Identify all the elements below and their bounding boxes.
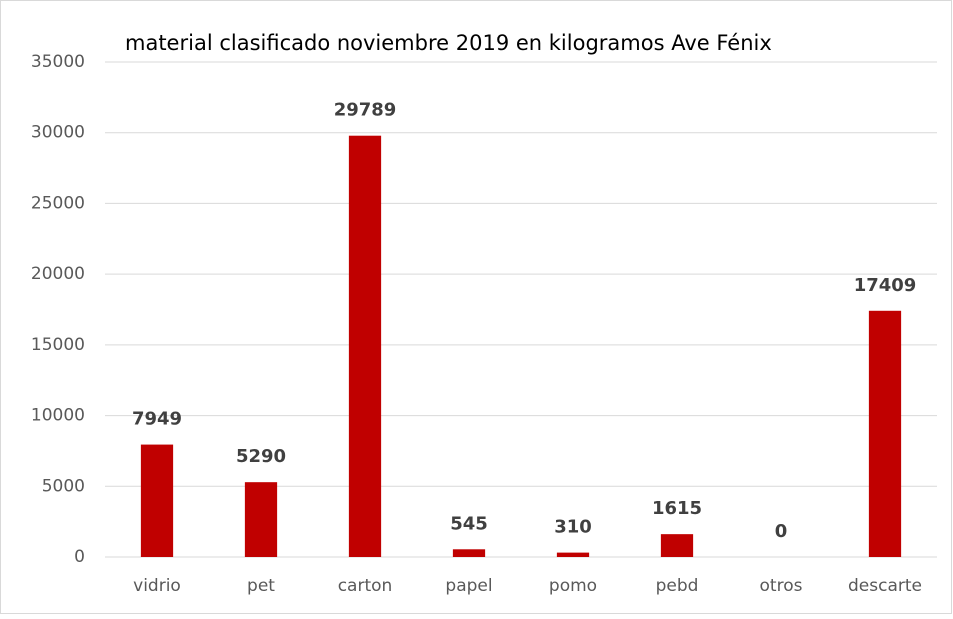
- y-tick-label: 5000: [42, 476, 85, 496]
- x-tick-label: descarte: [848, 576, 922, 596]
- y-tick-label: 35000: [31, 52, 85, 72]
- data-label: 0: [775, 521, 788, 542]
- y-tick-label: 30000: [31, 123, 85, 143]
- data-label: 310: [554, 517, 592, 538]
- x-tick-label: pebd: [656, 576, 699, 596]
- bar: [348, 135, 382, 557]
- x-tick-label: pomo: [549, 576, 597, 596]
- x-tick-label: papel: [445, 576, 492, 596]
- y-tick-label: 20000: [31, 264, 85, 284]
- data-label: 5290: [236, 446, 286, 467]
- data-label: 7949: [132, 409, 182, 430]
- data-label: 29789: [334, 100, 397, 121]
- bar: [556, 552, 590, 557]
- data-label: 17409: [854, 275, 917, 296]
- bar: [140, 444, 174, 557]
- x-tick-label: pet: [247, 576, 275, 596]
- bar: [244, 482, 278, 557]
- bar: [868, 310, 902, 557]
- bar: [660, 534, 694, 557]
- y-tick-label: 0: [74, 547, 85, 567]
- x-tick-label: vidrio: [133, 576, 181, 596]
- data-label: 545: [450, 513, 488, 534]
- y-tick-label: 25000: [31, 193, 85, 213]
- x-tick-label: carton: [338, 576, 393, 596]
- chart-title: material clasificado noviembre 2019 en k…: [125, 31, 772, 55]
- y-tick-label: 15000: [31, 335, 85, 355]
- x-tick-label: otros: [760, 576, 803, 596]
- bar: [452, 549, 486, 557]
- data-label: 1615: [652, 498, 702, 519]
- y-tick-label: 10000: [31, 406, 85, 426]
